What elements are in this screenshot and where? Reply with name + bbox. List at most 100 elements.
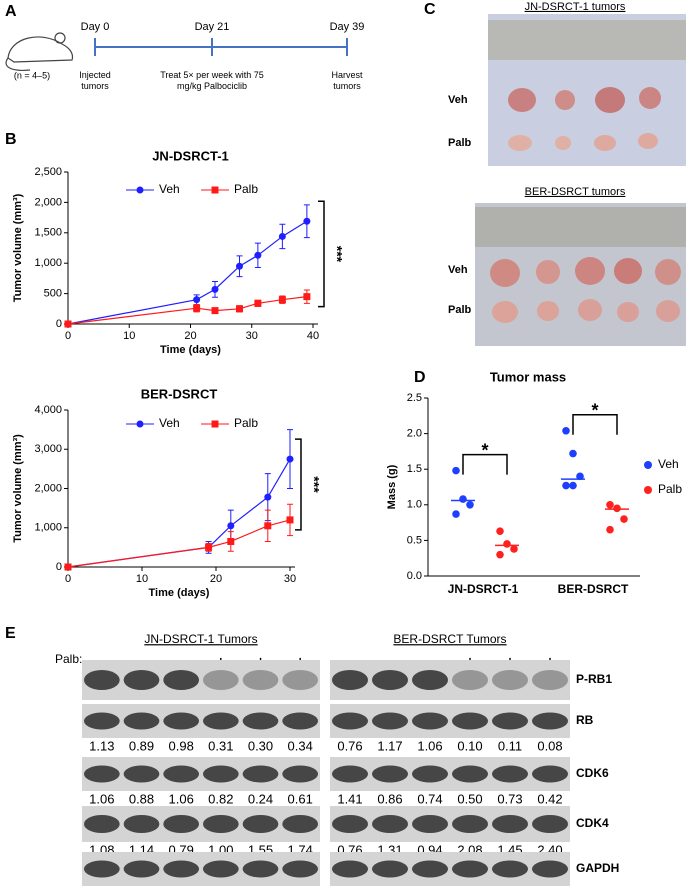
band-quant: 0.86 [377, 791, 402, 806]
blot-band [282, 670, 319, 690]
significance-label: *** [329, 246, 345, 263]
legend-marker [211, 186, 219, 194]
timeline-event: Harvest tumors [331, 70, 363, 91]
data-point [452, 510, 460, 518]
data-point [569, 449, 577, 458]
x-tick-label: 10 [136, 573, 148, 585]
band-label: RB [576, 713, 594, 727]
blot-band [452, 815, 488, 833]
photo-row-label: Veh [448, 94, 468, 106]
x-tick-label: 30 [246, 330, 258, 342]
blot-band [412, 765, 448, 783]
data-point [496, 527, 504, 535]
data-point [286, 455, 294, 463]
blot-strip [330, 757, 570, 791]
data-point [278, 296, 286, 304]
data-point [459, 495, 467, 503]
blot-band [163, 712, 200, 730]
blot-band [242, 765, 279, 783]
legend-label: Veh [658, 457, 679, 471]
photo-title: BER-DSRCT tumors [525, 186, 626, 198]
data-point [236, 305, 243, 313]
blot-band [282, 860, 319, 878]
blot-strip [330, 704, 570, 738]
blot-band [412, 712, 448, 730]
palb-label: Palb: [55, 652, 82, 666]
y-axis-label: Mass (g) [386, 464, 398, 509]
legend-label: Palb [234, 416, 258, 430]
legend-marker [136, 186, 144, 194]
data-point [64, 563, 72, 571]
data-point [620, 515, 628, 523]
blot-band [492, 815, 528, 833]
y-tick-label: 0.5 [407, 534, 422, 546]
blot-band [83, 712, 120, 730]
series-line [67, 220, 308, 325]
y-tick-label: 0 [56, 318, 62, 330]
legend-label: Palb [658, 482, 682, 496]
blot-band [242, 712, 279, 730]
day-label: Day 39 [330, 21, 365, 33]
y-tick-label: 0 [56, 561, 62, 573]
blot-title: JN-DSRCT-1 Tumors [144, 632, 257, 646]
blot-band [282, 815, 319, 833]
chart-title: Tumor mass [490, 369, 566, 384]
blot-band [242, 670, 279, 690]
y-axis-label: Tumor volume (mm³) [12, 193, 24, 302]
x-tick-label: 0 [65, 330, 71, 342]
y-tick-label: 1.0 [407, 499, 422, 511]
blot-band [532, 765, 568, 783]
band-quant: 0.10 [457, 738, 482, 753]
day-label: Day 0 [81, 21, 110, 33]
data-point [227, 537, 235, 545]
band-quant: 0.88 [129, 791, 154, 806]
blot-band [452, 860, 488, 878]
legend-label: Veh [159, 416, 180, 430]
blot-band [123, 860, 160, 878]
blot-strip [82, 660, 320, 700]
band-quant: 1.41 [337, 791, 362, 806]
y-tick-label: 1.5 [407, 463, 422, 475]
band-quant: 0.11 [498, 738, 522, 753]
x-tick-label: 30 [284, 573, 296, 585]
significance-bracket [318, 200, 325, 308]
data-point [264, 493, 272, 501]
band-quant: 0.42 [537, 791, 562, 806]
blot-band [163, 765, 200, 783]
chart-title: JN-DSRCT-1 [152, 148, 229, 163]
data-point [211, 307, 219, 315]
photo-row-label: Veh [448, 264, 468, 276]
blot-band [532, 670, 568, 690]
x-tick-label: JN-DSRCT-1 [448, 582, 519, 596]
legend-label: Veh [159, 182, 180, 196]
legend-marker [136, 420, 144, 428]
band-quant: 0.31 [208, 738, 233, 753]
blot-band [532, 815, 568, 833]
blot-band [532, 712, 568, 730]
blot-band [202, 860, 239, 878]
tumor-photo [475, 14, 686, 346]
data-point [64, 320, 72, 328]
blot-band [332, 815, 368, 833]
data-point [569, 481, 577, 490]
blot-band [123, 712, 160, 730]
photo-title: JN-DSRCT-1 tumors [525, 1, 626, 13]
significance-label: *** [306, 476, 322, 493]
data-point [562, 426, 570, 435]
blot-band [332, 765, 368, 783]
data-point [576, 472, 584, 481]
blot-strip [330, 852, 570, 886]
blot-band [532, 860, 568, 878]
blot-band [282, 712, 319, 730]
data-point [211, 285, 219, 293]
significance-label: * [591, 401, 598, 421]
data-point [254, 299, 262, 307]
y-tick-label: 4,000 [34, 404, 62, 416]
blot-band [83, 815, 120, 833]
y-tick-label: 2.0 [407, 428, 422, 440]
blot-band [492, 670, 528, 690]
n-note: (n = 4–5) [14, 70, 50, 80]
y-tick-label: 1,000 [34, 522, 62, 534]
